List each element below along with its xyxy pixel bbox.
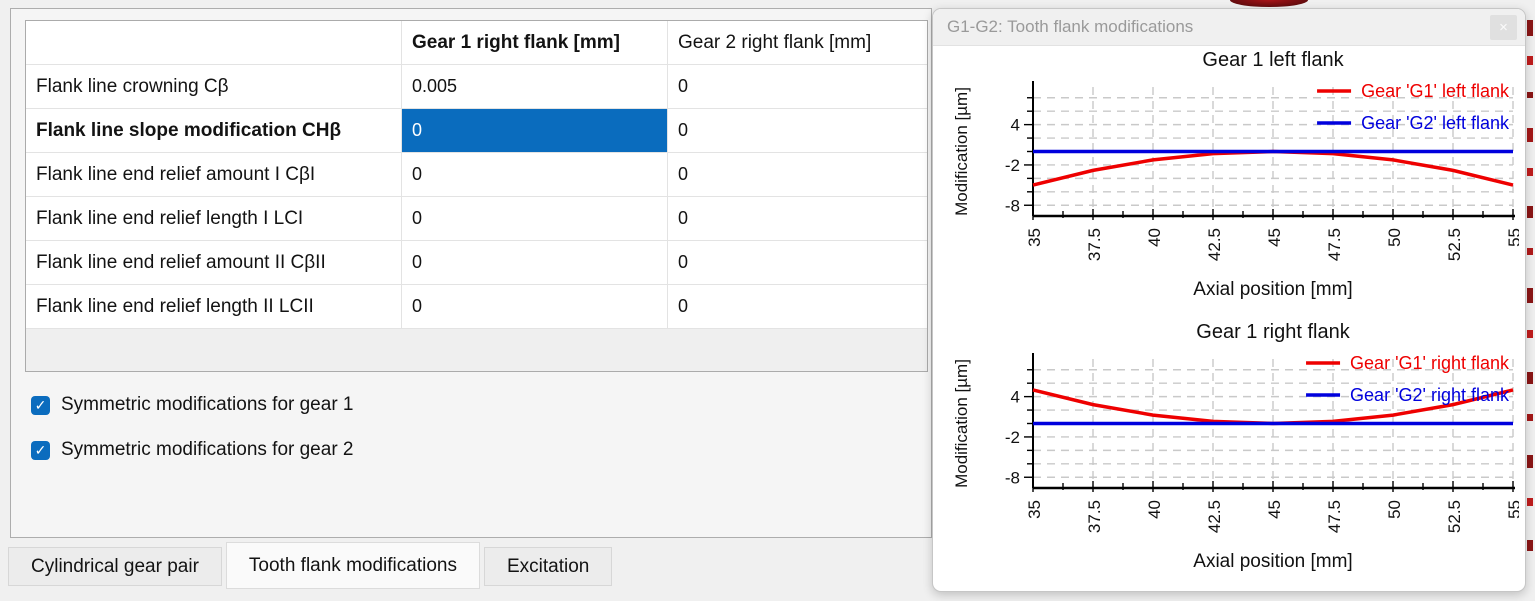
- background-drawing-fragment: [1527, 248, 1533, 255]
- svg-text:Gear 'G2' left flank: Gear 'G2' left flank: [1361, 113, 1510, 133]
- left-flank-chart: Gear 1 left flank -8 -2 4 35 37.5 40 42.5 45 47.5…: [933, 49, 1527, 301]
- svg-text:-2: -2: [1005, 428, 1020, 447]
- background-drawing-fragment: [1527, 330, 1533, 338]
- background-drawing-fragment: [1527, 372, 1533, 384]
- checkbox-row: ✓ Symmetric modifications for gear 1: [31, 394, 354, 416]
- svg-text:35: 35: [1025, 228, 1044, 247]
- window-titlebar[interactable]: G1-G2: Tooth flank modifications ×: [933, 9, 1525, 46]
- svg-text:40: 40: [1145, 228, 1164, 247]
- svg-text:47.5: 47.5: [1325, 228, 1344, 261]
- svg-text:-8: -8: [1005, 468, 1020, 487]
- table-cell[interactable]: 0.005: [402, 65, 668, 108]
- svg-text:4: 4: [1011, 116, 1020, 135]
- table-cell[interactable]: 0: [402, 153, 668, 196]
- row-label: Flank line end relief amount I CβI: [26, 153, 402, 196]
- table-row: Flank line end relief length I LCI 0 0: [26, 197, 927, 241]
- background-drawing-edge: [1526, 0, 1535, 601]
- background-drawing-fragment: [1527, 498, 1533, 506]
- svg-text:55: 55: [1505, 228, 1519, 247]
- right-flank-chart: Gear 1 right flank -8 -2 4 35 37.5 40 42.5 45 47.…: [933, 321, 1527, 573]
- row-label: Flank line end relief length I LCI: [26, 197, 402, 240]
- table-cell[interactable]: 0: [402, 241, 668, 284]
- tooth-flank-modifications-window: G1-G2: Tooth flank modifications × Gear …: [932, 8, 1526, 592]
- background-drawing-fragment: [1527, 168, 1533, 176]
- background-drawing-fragment: [1527, 288, 1533, 303]
- table-row: Flank line slope modification CHβ 0 0: [26, 109, 927, 153]
- table-empty-area: [26, 329, 927, 371]
- table-header-cell[interactable]: [26, 21, 402, 64]
- checkbox[interactable]: ✓: [31, 440, 50, 460]
- modifications-pane: Gear 1 right flank [mm] Gear 2 right flan…: [10, 8, 932, 538]
- table-header-row: Gear 1 right flank [mm] Gear 2 right flan…: [26, 21, 927, 65]
- svg-text:Gear 'G1' left flank: Gear 'G1' left flank: [1361, 81, 1510, 101]
- svg-text:Gear 'G1' right flank: Gear 'G1' right flank: [1350, 353, 1510, 373]
- svg-text:50: 50: [1385, 228, 1404, 247]
- table-cell[interactable]: 0: [402, 109, 668, 152]
- svg-text:37.5: 37.5: [1085, 500, 1104, 533]
- close-icon[interactable]: ×: [1490, 14, 1517, 40]
- table-cell[interactable]: 0: [678, 296, 689, 316]
- svg-text:37.5: 37.5: [1085, 228, 1104, 261]
- svg-text:-2: -2: [1005, 156, 1020, 175]
- table-row: Flank line end relief amount I CβI 0 0: [26, 153, 927, 197]
- table-cell[interactable]: 0: [678, 208, 689, 228]
- table-cell[interactable]: 0: [678, 120, 689, 140]
- table-cell[interactable]: 0: [402, 285, 668, 328]
- svg-text:42.5: 42.5: [1205, 500, 1224, 533]
- svg-text:52.5: 52.5: [1445, 500, 1464, 533]
- background-drawing-fragment: [1527, 414, 1533, 421]
- background-drawing-fragment: [1527, 20, 1533, 36]
- chart-title: Gear 1 left flank: [1202, 49, 1344, 71]
- background-drawing-fragment: [1527, 206, 1533, 218]
- svg-text:Modification [µm]: Modification [µm]: [952, 87, 971, 216]
- background-drawing-fragment: [1527, 92, 1533, 98]
- row-label: Flank line end relief length II LCII: [26, 285, 402, 328]
- svg-text:52.5: 52.5: [1445, 228, 1464, 261]
- svg-text:42.5: 42.5: [1205, 228, 1224, 261]
- background-drawing-fragment: [1527, 56, 1533, 65]
- svg-text:45: 45: [1265, 500, 1284, 519]
- chart-plot-area: -8 -2 4 35 37.5 40 42.5 45 47.5 50 52.5 55 Modificat…: [952, 353, 1519, 533]
- svg-text:35: 35: [1025, 500, 1044, 519]
- background-drawing-fragment: [1527, 128, 1533, 142]
- tab-excitation[interactable]: Excitation: [483, 547, 613, 586]
- checkbox[interactable]: ✓: [31, 395, 50, 415]
- checkbox-label: Symmetric modifications for gear 2: [61, 439, 354, 460]
- tab-tooth-flank-modifications[interactable]: Tooth flank modifications: [225, 542, 480, 589]
- row-label: Flank line end relief amount II CβII: [26, 241, 402, 284]
- table-cell[interactable]: 0: [402, 197, 668, 240]
- table-cell[interactable]: 0: [678, 164, 689, 184]
- svg-text:55: 55: [1505, 500, 1519, 519]
- svg-text:47.5: 47.5: [1325, 500, 1344, 533]
- chart-title: Gear 1 right flank: [1196, 321, 1350, 343]
- svg-text:Modification [µm]: Modification [µm]: [952, 359, 971, 488]
- tab-cylindrical-gear-pair[interactable]: Cylindrical gear pair: [8, 547, 222, 586]
- row-label: Flank line slope modification CHβ: [26, 109, 402, 152]
- svg-text:40: 40: [1145, 500, 1164, 519]
- table-cell[interactable]: 0: [678, 252, 689, 272]
- window-title: G1-G2: Tooth flank modifications: [947, 17, 1194, 36]
- background-drawing-fragment: [1527, 540, 1533, 551]
- background-drawing-fragment: [1527, 455, 1533, 468]
- svg-text:Gear 'G2' right flank: Gear 'G2' right flank: [1350, 385, 1510, 405]
- svg-text:-8: -8: [1005, 196, 1020, 215]
- chart-xlabel: Axial position [mm]: [1193, 551, 1353, 572]
- svg-text:4: 4: [1011, 388, 1020, 407]
- svg-text:50: 50: [1385, 500, 1404, 519]
- checkbox-label: Symmetric modifications for gear 1: [61, 394, 354, 415]
- table-row: Flank line crowning Cβ 0.005 0: [26, 65, 927, 109]
- background-drawing-fragment: [1230, 0, 1308, 7]
- chart-xlabel: Axial position [mm]: [1193, 279, 1353, 300]
- chart-plot-area: -8 -2 4 35 37.5 40 42.5 45 47.5 50 52.5 55 Modificat…: [952, 81, 1519, 261]
- modifications-table: Gear 1 right flank [mm] Gear 2 right flan…: [25, 20, 928, 372]
- table-cell[interactable]: 0: [678, 76, 689, 96]
- table-row: Flank line end relief amount II CβII 0 0: [26, 241, 927, 285]
- bottom-tab-bar: Cylindrical gear pair Tooth flank modific…: [8, 542, 613, 589]
- row-label: Flank line crowning Cβ: [26, 65, 402, 108]
- table-header-cell[interactable]: Gear 1 right flank [mm]: [402, 21, 668, 64]
- svg-text:45: 45: [1265, 228, 1284, 247]
- checkbox-row: ✓ Symmetric modifications for gear 2: [31, 439, 354, 461]
- table-header-cell[interactable]: Gear 2 right flank [mm]: [678, 31, 872, 53]
- table-row: Flank line end relief length II LCII 0 0: [26, 285, 927, 329]
